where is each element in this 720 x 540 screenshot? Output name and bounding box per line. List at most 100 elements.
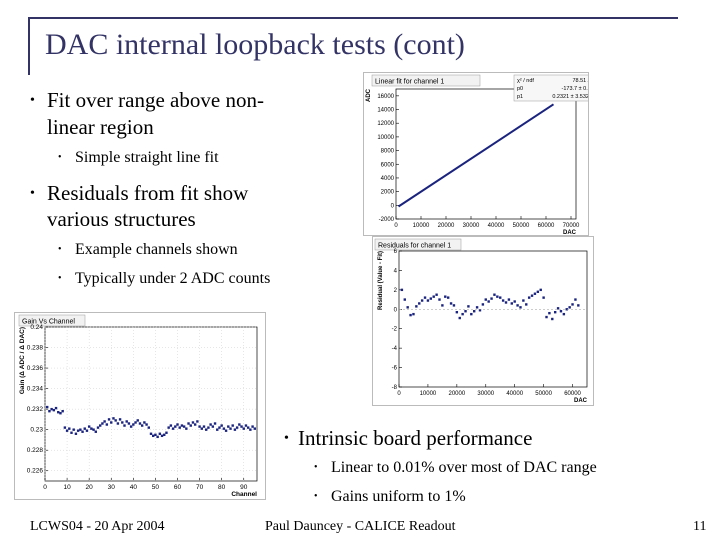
bullet-1-sub-1: Simple straight line fit <box>75 149 219 166</box>
plot-frame <box>44 326 258 482</box>
data-point <box>54 406 58 410</box>
linear-fit-chart: Linear fit for channel 10 10000 20000 30000… <box>363 72 589 236</box>
data-point <box>48 409 51 413</box>
data-point <box>536 290 540 293</box>
slide-title: DAC internal loopback tests (cont) <box>45 28 465 61</box>
y-tick-label: 0.23 <box>30 427 43 434</box>
plot-frame <box>398 250 588 388</box>
data-point <box>96 426 100 429</box>
y-tick-label: 16000 <box>377 94 394 100</box>
y-tick-label: 0.228 <box>27 447 44 454</box>
data-point <box>574 298 577 301</box>
x-tick-label: 40 <box>130 484 138 491</box>
data-point <box>174 425 177 428</box>
data-point <box>167 426 170 429</box>
data-point <box>519 306 522 309</box>
data-point <box>132 423 135 426</box>
x-tick-label: 30000 <box>477 391 494 397</box>
y-tick-label: -8 <box>392 385 398 391</box>
chart-title: Linear fit for channel 1 <box>375 79 444 86</box>
x-tick-label: 60000 <box>538 223 555 229</box>
data-point <box>542 296 545 299</box>
data-point <box>105 423 109 426</box>
data-point <box>160 434 164 438</box>
x-tick-label: 70 <box>196 484 204 491</box>
y-axis-label: Residual (Value - Fit) <box>378 251 384 310</box>
data-point <box>198 425 201 428</box>
bullet-marker: • <box>30 93 35 108</box>
data-point <box>253 427 256 430</box>
sub-bullet-marker: • <box>58 244 62 255</box>
page-number: 11 <box>693 519 707 534</box>
data-point <box>452 304 456 307</box>
data-point <box>559 310 563 313</box>
data-point <box>81 430 84 433</box>
stats-label: p0 <box>517 86 523 92</box>
y-axis-label: Gain (Δ ADC / Δ DAC) <box>19 327 26 394</box>
data-point <box>152 434 155 438</box>
y-tick-label: 4000 <box>381 176 395 182</box>
gain-vs-channel-chart: Gain Vs Channel 0 10 20 30 40 50 60 70 80 90 0.226 0… <box>14 312 266 500</box>
data-point <box>481 303 485 306</box>
y-tick-label: 8000 <box>381 149 395 155</box>
data-point <box>118 418 122 421</box>
data-point <box>507 298 511 301</box>
data-point <box>418 302 421 305</box>
data-point <box>220 424 223 427</box>
x-axis-label: Channel <box>231 491 257 498</box>
data-point <box>46 405 49 409</box>
data-point <box>103 420 106 423</box>
bullet-2-line-2: various structures <box>47 207 196 231</box>
y-tick-label: 0 <box>391 203 395 209</box>
data-point <box>200 427 203 430</box>
x-tick-label: 20000 <box>449 391 466 397</box>
bullet-3-sub-2: Gains uniform to 1% <box>331 488 466 505</box>
data-point <box>134 421 137 424</box>
data-point <box>246 426 250 429</box>
title-frame-left <box>28 17 30 75</box>
data-point <box>539 288 542 292</box>
y-tick-label: 4 <box>394 268 398 274</box>
data-point <box>189 424 192 427</box>
data-point <box>530 294 534 297</box>
data-point <box>76 429 80 432</box>
x-tick-label: 90 <box>240 484 248 491</box>
data-point <box>490 297 493 300</box>
data-point <box>61 409 64 413</box>
x-tick-label: 40000 <box>488 223 505 229</box>
bullet-2-sub-1: Example channels shown <box>75 241 238 258</box>
data-point <box>438 298 441 301</box>
data-point <box>92 428 95 431</box>
stats-value: 0.2321 ± 3.532e-06 <box>552 94 589 100</box>
x-tick-label: 20000 <box>438 223 455 229</box>
residuals-chart: Residuals for channel 1 0 10000 20000 30000 4… <box>372 236 594 406</box>
data-point <box>57 411 60 414</box>
data-point <box>406 306 409 309</box>
data-point <box>510 302 513 305</box>
data-point <box>455 311 459 314</box>
data-point <box>251 425 254 428</box>
x-tick-label: 10000 <box>413 223 430 229</box>
data-point <box>138 422 142 425</box>
data-point <box>533 292 537 295</box>
footer-author: Paul Dauncey - CALICE Readout <box>265 519 456 534</box>
data-point <box>202 425 206 428</box>
x-tick-label: 0 <box>43 484 47 491</box>
data-point <box>429 297 433 300</box>
chart-title-box <box>371 74 481 87</box>
stats-label: χ² / ndf <box>517 78 534 84</box>
data-point <box>522 299 525 302</box>
data-point <box>191 421 195 424</box>
bullet-2-line-1: Residuals from fit show <box>47 181 249 205</box>
plot-frame <box>395 88 577 220</box>
data-point <box>475 306 479 309</box>
data-point <box>229 427 232 430</box>
data-point <box>473 310 476 313</box>
data-point <box>59 412 62 415</box>
x-tick-label: 40000 <box>506 391 523 397</box>
chart-title-box <box>18 314 86 327</box>
sub-bullet-marker: • <box>314 462 318 473</box>
data-point <box>435 293 438 296</box>
x-tick-label: 70000 <box>563 223 580 229</box>
x-tick-label: 50 <box>152 484 160 491</box>
